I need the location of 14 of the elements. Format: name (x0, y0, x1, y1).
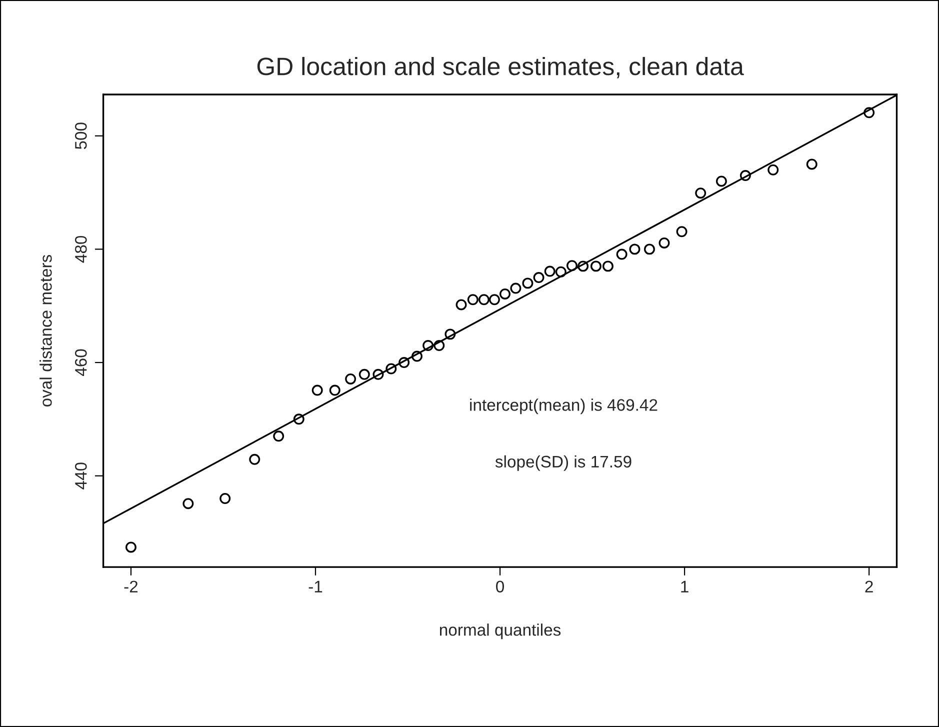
y-tick-label: 480 (75, 236, 87, 263)
y-tick-label: 460 (75, 349, 87, 376)
y-tick-label: 500 (75, 122, 87, 150)
x-axis-title: normal quantiles (440, 624, 561, 640)
x-tick-label: 1 (681, 580, 688, 592)
annotation: slope(SD) is 17.59 (495, 455, 632, 471)
x-tick-label: -1 (308, 580, 322, 592)
x-tick-label: 0 (496, 580, 504, 592)
chart-title: GD location and scale estimates, clean data (257, 56, 744, 78)
x-tick-label: -2 (124, 580, 138, 592)
y-axis-title: oval distance meters (40, 254, 52, 407)
y-tick-label: 440 (75, 462, 87, 490)
annotation: intercept(mean) is 469.42 (470, 398, 658, 414)
x-tick-label: 2 (865, 580, 873, 592)
